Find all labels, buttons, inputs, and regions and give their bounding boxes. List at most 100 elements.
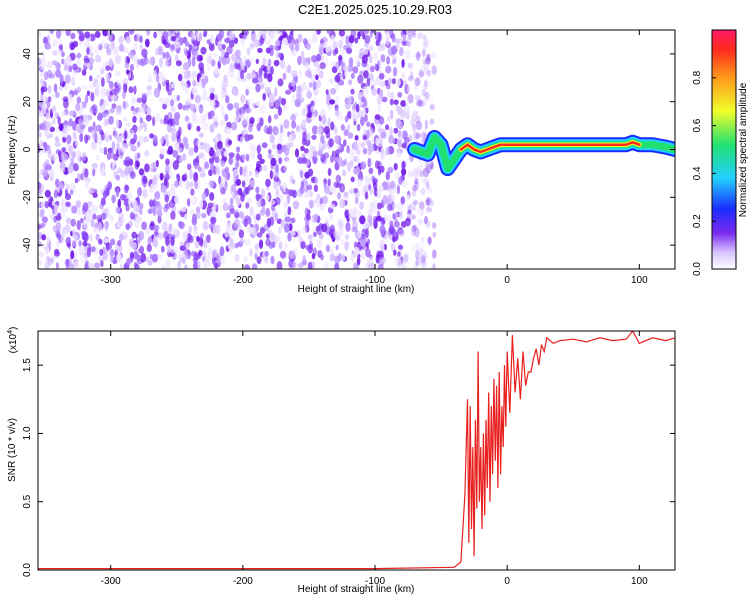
- noise-speck: [353, 262, 358, 269]
- noise-speck: [426, 220, 431, 228]
- noise-speck: [153, 134, 158, 144]
- noise-speck: [234, 116, 239, 123]
- noise-speck: [86, 62, 92, 69]
- noise-speck: [283, 223, 290, 233]
- noise-speck: [411, 225, 417, 232]
- noise-speck: [172, 118, 176, 128]
- noise-speck: [306, 158, 311, 166]
- noise-speck: [183, 61, 190, 71]
- noise-speck: [396, 150, 402, 159]
- noise-speck: [220, 103, 225, 113]
- noise-speck: [353, 187, 359, 194]
- noise-speck: [79, 31, 85, 42]
- noise-speck: [267, 58, 272, 67]
- noise-speck: [110, 238, 116, 246]
- noise-speck: [349, 159, 354, 168]
- noise-speck: [100, 212, 107, 221]
- noise-speck: [185, 180, 191, 190]
- noise-speck: [256, 122, 262, 132]
- noise-speck: [232, 192, 237, 200]
- noise-speck: [333, 156, 339, 163]
- noise-speck: [248, 56, 255, 63]
- noise-speck: [231, 53, 237, 62]
- noise-speck: [229, 208, 235, 215]
- noise-speck: [162, 51, 166, 59]
- noise-speck: [126, 122, 131, 128]
- noise-speck: [225, 126, 232, 135]
- noise-speck: [210, 59, 216, 67]
- noise-speck: [123, 55, 127, 63]
- noise-speck: [419, 136, 425, 144]
- noise-speck: [292, 200, 300, 210]
- noise-speck: [258, 239, 264, 249]
- noise-speck: [72, 239, 77, 247]
- noise-speck: [225, 212, 231, 219]
- noise-speck: [187, 49, 192, 56]
- noise-speck: [413, 130, 420, 141]
- noise-speck: [369, 187, 374, 195]
- noise-speck: [184, 230, 188, 240]
- noise-speck: [426, 206, 433, 213]
- noise-speck: [149, 133, 155, 139]
- noise-speck: [82, 152, 87, 162]
- noise-speck: [344, 240, 350, 251]
- noise-speck: [406, 194, 410, 200]
- noise-speck: [283, 166, 288, 172]
- noise-speck: [374, 114, 381, 120]
- noise-speck: [93, 106, 97, 114]
- noise-speck: [290, 230, 296, 237]
- noise-speck: [255, 213, 261, 221]
- noise-speck: [189, 169, 193, 180]
- noise-speck: [41, 234, 47, 241]
- noise-speck: [45, 164, 52, 171]
- noise-speck: [284, 216, 291, 223]
- noise-speck: [217, 140, 223, 150]
- noise-speck: [239, 238, 245, 244]
- noise-speck: [166, 226, 171, 234]
- noise-speck: [47, 96, 52, 103]
- noise-speck: [427, 237, 432, 244]
- noise-speck: [217, 40, 223, 50]
- noise-speck: [38, 30, 42, 38]
- noise-speck: [269, 93, 275, 104]
- noise-speck: [243, 255, 248, 263]
- noise-speck: [385, 31, 390, 40]
- noise-speck: [160, 135, 164, 145]
- noise-speck: [291, 178, 296, 185]
- noise-speck: [58, 85, 63, 92]
- noise-speck: [259, 158, 265, 164]
- noise-speck: [422, 41, 427, 48]
- noise-speck: [380, 131, 387, 139]
- y-tick-label: 0.0: [22, 563, 33, 577]
- noise-speck: [418, 70, 424, 78]
- noise-speck: [377, 45, 381, 52]
- noise-speck: [174, 111, 181, 121]
- noise-speck: [385, 124, 390, 131]
- noise-speck: [55, 60, 59, 70]
- noise-speck: [55, 178, 60, 188]
- snr-multiplier-label: (x104): [7, 327, 19, 354]
- noise-speck: [420, 173, 426, 182]
- noise-speck: [176, 173, 180, 180]
- noise-speck: [273, 181, 278, 190]
- noise-speck: [274, 212, 279, 222]
- noise-speck: [184, 142, 189, 150]
- noise-speck: [174, 246, 178, 254]
- noise-speck: [165, 158, 170, 166]
- noise-speck: [117, 198, 122, 209]
- noise-speck: [355, 149, 361, 155]
- noise-speck: [104, 221, 109, 232]
- noise-speck: [82, 240, 88, 247]
- noise-speck: [431, 249, 437, 259]
- noise-speck: [185, 242, 190, 249]
- noise-speck: [284, 243, 288, 250]
- noise-speck: [334, 149, 340, 157]
- noise-speck: [302, 83, 307, 90]
- noise-speck: [131, 199, 138, 208]
- noise-speck: [111, 103, 117, 109]
- noise-speck: [72, 40, 79, 48]
- x-tick-label: -100: [365, 275, 385, 286]
- noise-speck: [84, 134, 89, 144]
- noise-speck: [347, 111, 352, 119]
- noise-speck: [424, 160, 430, 169]
